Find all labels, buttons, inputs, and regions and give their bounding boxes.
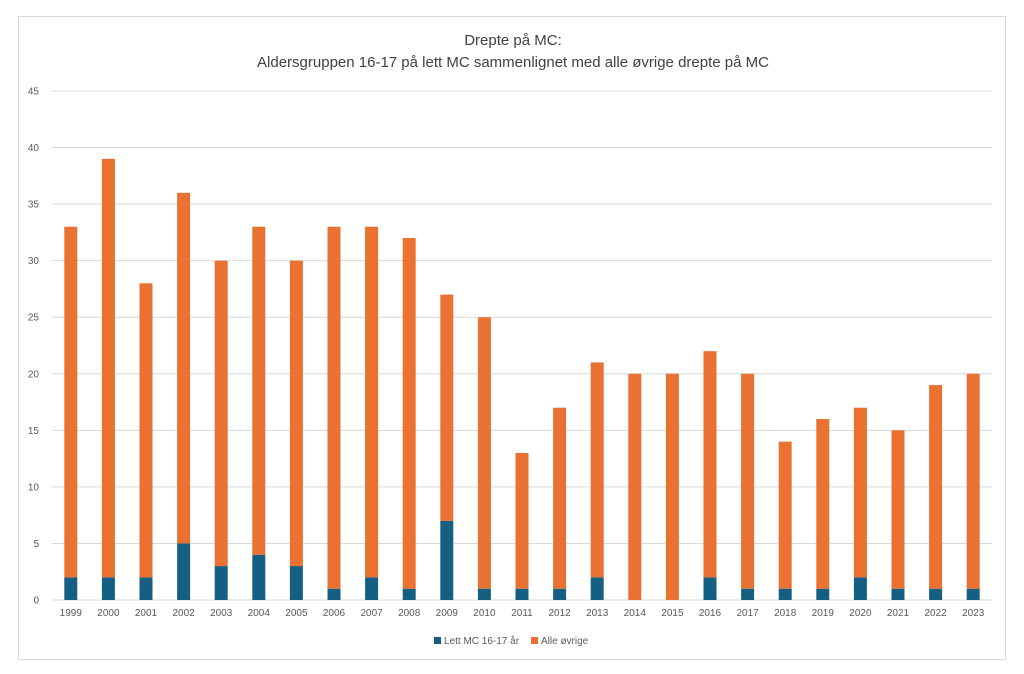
bar-lett-mc-2005: [289, 566, 303, 600]
bar-alle-ovrige-2023: [966, 373, 980, 589]
bar-lett-mc-2010: [477, 588, 491, 600]
chart-frame: Drepte på MC: Aldersgruppen 16-17 på let…: [18, 16, 1006, 660]
x-tick-label: 2021: [887, 608, 910, 619]
bar-lett-mc-2004: [252, 554, 266, 600]
bar-lett-mc-2006: [327, 588, 341, 600]
x-tick-label: 2007: [360, 608, 383, 619]
bar-alle-ovrige-2011: [515, 452, 529, 589]
x-tick-label: 2001: [135, 608, 158, 619]
x-tick-label: 2011: [511, 608, 533, 619]
legend-label-lett-mc: Lett MC 16-17 år: [444, 635, 520, 647]
chart-title: Drepte på MC:: [464, 32, 562, 49]
y-tick-label: 25: [28, 313, 40, 324]
bar-lett-mc-2023: [966, 588, 980, 600]
chart-subtitle: Aldersgruppen 16-17 på lett MC sammenlig…: [257, 54, 769, 71]
bar-alle-ovrige-2015: [665, 373, 679, 600]
bar-alle-ovrige-2001: [139, 283, 153, 578]
bar-alle-ovrige-2005: [289, 260, 303, 567]
bar-lett-mc-2012: [553, 588, 567, 600]
bar-lett-mc-2011: [515, 588, 529, 600]
bar-alle-ovrige-2013: [590, 362, 604, 578]
x-tick-label: 2003: [210, 608, 233, 619]
legend: Lett MC 16-17 år Alle øvrige: [434, 635, 589, 647]
x-tick-label: 2020: [849, 608, 872, 619]
bar-lett-mc-2016: [703, 577, 717, 600]
stacked-bar-chart: Drepte på MC: Aldersgruppen 16-17 på let…: [28, 32, 992, 647]
bar-lett-mc-2017: [741, 588, 755, 600]
y-tick-label: 45: [28, 87, 40, 98]
bar-alle-ovrige-2019: [816, 419, 830, 589]
bars: [64, 158, 980, 600]
x-tick-label: 2019: [812, 608, 835, 619]
bar-lett-mc-2000: [101, 577, 115, 600]
bar-alle-ovrige-2000: [101, 158, 115, 578]
legend-label-alle-ovrige: Alle øvrige: [541, 636, 589, 647]
bar-alle-ovrige-2017: [741, 373, 755, 589]
bar-lett-mc-2007: [365, 577, 379, 600]
x-tick-label: 2015: [661, 608, 684, 619]
x-tick-label: 2022: [924, 608, 947, 619]
bar-alle-ovrige-2022: [929, 385, 943, 589]
bar-lett-mc-2018: [778, 588, 792, 600]
bar-alle-ovrige-2012: [553, 407, 567, 589]
gridlines: [52, 90, 992, 601]
bar-alle-ovrige-1999: [64, 226, 78, 578]
x-tick-label: 2005: [285, 608, 308, 619]
x-tick-label: 2006: [323, 608, 346, 619]
x-tick-label: 2002: [172, 608, 195, 619]
bar-lett-mc-2009: [440, 520, 454, 600]
x-tick-label: 2016: [699, 608, 722, 619]
bar-alle-ovrige-2010: [477, 317, 491, 589]
bar-lett-mc-1999: [64, 577, 78, 600]
x-axis-ticks: 1999 2000 2001 2002 2003 2004 2005 2006 2007 2008…: [60, 608, 985, 619]
bar-lett-mc-2013: [590, 577, 604, 600]
bar-lett-mc-2002: [177, 543, 191, 600]
y-tick-label: 10: [28, 482, 40, 493]
bar-alle-ovrige-2016: [703, 351, 717, 578]
bar-lett-mc-2003: [214, 566, 228, 600]
bar-alle-ovrige-2021: [891, 430, 905, 589]
y-tick-label: 15: [28, 426, 40, 437]
y-tick-label: 35: [28, 200, 40, 211]
bar-alle-ovrige-2009: [440, 294, 454, 521]
x-tick-label: 2009: [436, 608, 459, 619]
y-axis-ticks: 0 5 10 15 20 25 30 35 40 45: [28, 87, 40, 607]
x-tick-label: 2018: [774, 608, 797, 619]
bar-alle-ovrige-2004: [252, 226, 266, 555]
bar-lett-mc-2019: [816, 588, 830, 600]
bar-alle-ovrige-2020: [853, 407, 867, 578]
y-tick-label: 40: [28, 143, 40, 154]
bar-alle-ovrige-2002: [177, 192, 191, 544]
x-tick-label: 2017: [736, 608, 759, 619]
y-tick-label: 0: [33, 596, 39, 607]
y-tick-label: 5: [33, 539, 39, 550]
bar-alle-ovrige-2007: [365, 226, 379, 578]
bar-alle-ovrige-2014: [628, 373, 642, 600]
bar-lett-mc-2021: [891, 588, 905, 600]
y-tick-label: 20: [28, 369, 40, 380]
x-tick-label: 2000: [97, 608, 120, 619]
x-tick-label: 1999: [60, 608, 83, 619]
legend-swatch-lett-mc: [434, 637, 441, 644]
legend-swatch-alle-ovrige: [531, 637, 538, 644]
bar-alle-ovrige-2006: [327, 226, 341, 589]
x-tick-label: 2004: [248, 608, 271, 619]
bar-alle-ovrige-2008: [402, 238, 416, 589]
x-tick-label: 2008: [398, 608, 421, 619]
bar-alle-ovrige-2018: [778, 441, 792, 589]
bar-lett-mc-2022: [929, 588, 943, 600]
x-tick-label: 2014: [624, 608, 647, 619]
y-tick-label: 30: [28, 256, 40, 267]
bar-lett-mc-2001: [139, 577, 153, 600]
bar-lett-mc-2008: [402, 588, 416, 600]
bar-lett-mc-2020: [853, 577, 867, 600]
x-tick-label: 2023: [962, 608, 985, 619]
bar-alle-ovrige-2003: [214, 260, 228, 567]
x-tick-label: 2013: [586, 608, 609, 619]
x-tick-label: 2010: [473, 608, 496, 619]
x-tick-label: 2012: [548, 608, 571, 619]
